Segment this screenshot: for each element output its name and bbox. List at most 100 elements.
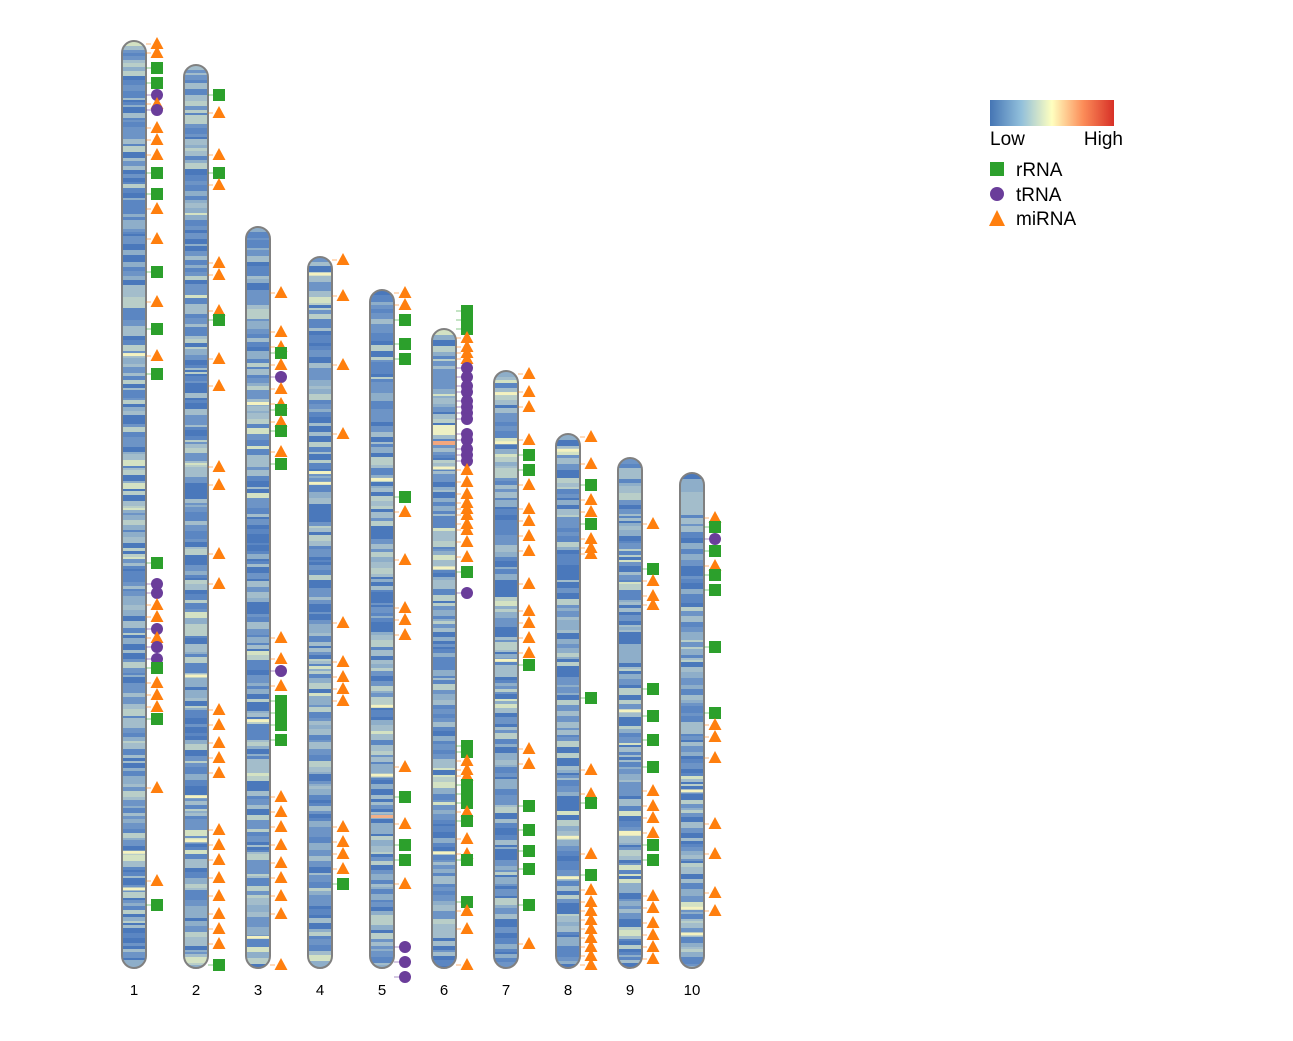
rrna-marker [523, 899, 535, 911]
chromosome-label: 6 [440, 982, 448, 999]
chromosome-label: 3 [254, 982, 262, 999]
mirna-marker [584, 883, 598, 895]
chromosome-1: 1 [121, 37, 164, 999]
chromosome-label: 8 [564, 982, 572, 999]
trna-marker [461, 413, 473, 425]
rrna-marker [647, 854, 659, 866]
rrna-marker [151, 557, 163, 569]
mirna-marker [460, 754, 474, 766]
mirna-marker [212, 106, 226, 118]
chromosome-7: 7 [493, 367, 536, 999]
chromosome-2: 2 [183, 64, 226, 999]
mirna-marker [336, 358, 350, 370]
mirna-marker [150, 232, 164, 244]
rrna-marker [275, 695, 287, 707]
chromosome-density-bands [556, 434, 580, 968]
chromosome-5: 5 [369, 286, 412, 999]
mirna-marker [584, 949, 598, 961]
rrna-marker [151, 662, 163, 674]
mirna-marker [336, 694, 350, 706]
density-color-bar [990, 100, 1114, 126]
mirna-marker [708, 718, 722, 730]
mirna-marker [584, 904, 598, 916]
trna-marker [461, 455, 473, 467]
chromosome-outline [493, 370, 519, 969]
rrna-marker [585, 518, 597, 530]
mirna-marker [150, 700, 164, 712]
rrna-marker [585, 869, 597, 881]
mirna-marker [212, 268, 226, 280]
mirna-marker [708, 847, 722, 859]
mirna-marker [398, 553, 412, 565]
rrna-marker [523, 863, 535, 875]
mirna-marker [274, 679, 288, 691]
mirna-marker [150, 121, 164, 133]
rrna-marker [213, 89, 225, 101]
mirna-marker [646, 811, 660, 823]
rrna-marker [585, 479, 597, 491]
mirna-marker [646, 517, 660, 529]
mirna-marker [398, 628, 412, 640]
mirna-marker [274, 631, 288, 643]
rrna-marker [151, 167, 163, 179]
mirna-marker [522, 502, 536, 514]
mirna-marker [212, 823, 226, 835]
mirna-marker [584, 505, 598, 517]
rrna-marker [461, 566, 473, 578]
mirna-marker [584, 913, 598, 925]
mirna-marker [336, 670, 350, 682]
mirna-marker [522, 577, 536, 589]
rrna-marker [399, 791, 411, 803]
trna-marker [399, 941, 411, 953]
mirna-marker [274, 790, 288, 802]
mirna-marker [398, 505, 412, 517]
mirna-marker [336, 289, 350, 301]
legend-trna-swatch [990, 187, 1004, 201]
mirna-marker [584, 547, 598, 559]
rrna-marker [461, 797, 473, 809]
mirna-marker [584, 931, 598, 943]
mirna-marker [646, 589, 660, 601]
mirna-marker [212, 478, 226, 490]
rrna-marker [523, 659, 535, 671]
mirna-marker [460, 487, 474, 499]
chromosome-6: 6 [431, 305, 474, 999]
trna-marker [461, 386, 473, 398]
mirna-marker [460, 331, 474, 343]
mirna-marker [460, 805, 474, 817]
trna-marker [461, 362, 473, 374]
rrna-marker [709, 521, 721, 533]
rrna-marker [647, 734, 659, 746]
mirna-marker [150, 874, 164, 886]
chromosome-outline [431, 328, 457, 969]
rrna-marker [709, 584, 721, 596]
mirna-marker [150, 610, 164, 622]
chromosome-label: 9 [626, 982, 634, 999]
chromosome-density-bands [308, 257, 332, 968]
legend-rrna-label: rRNA [1016, 160, 1063, 181]
mirna-marker [522, 604, 536, 616]
legend-rrna-swatch [990, 162, 1004, 176]
mirna-marker [336, 847, 350, 859]
mirna-marker [708, 559, 722, 571]
mirna-marker [274, 820, 288, 832]
mirna-marker [336, 862, 350, 874]
rrna-marker [275, 734, 287, 746]
mirna-marker [274, 358, 288, 370]
mirna-marker [708, 886, 722, 898]
mirna-marker [212, 853, 226, 865]
mirna-marker [274, 871, 288, 883]
rrna-marker [709, 569, 721, 581]
chromosome-density-bands [618, 458, 642, 968]
mirna-marker [584, 430, 598, 442]
mirna-marker [150, 598, 164, 610]
mirna-marker [646, 799, 660, 811]
rrna-marker [709, 707, 721, 719]
rrna-marker [523, 824, 535, 836]
rrna-marker [461, 854, 473, 866]
mirna-marker [460, 958, 474, 970]
mirna-marker [708, 751, 722, 763]
mirna-marker [646, 928, 660, 940]
rrna-marker [399, 353, 411, 365]
rrna-marker [523, 845, 535, 857]
